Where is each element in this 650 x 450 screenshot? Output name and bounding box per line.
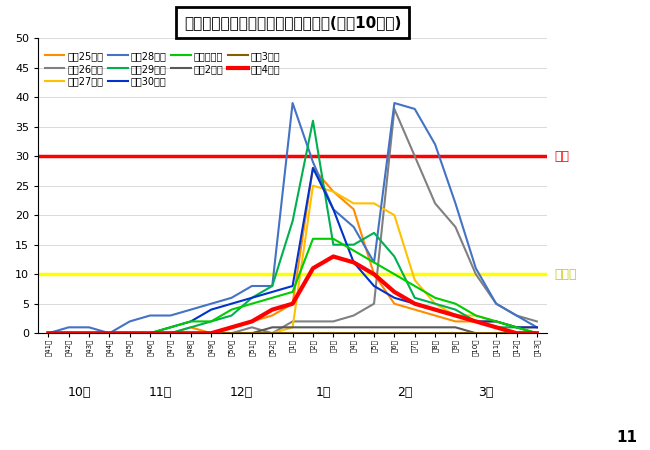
Text: 1月: 1月 bbox=[315, 386, 331, 399]
Title: 市内でのインフルエンザの発生状況(過去10年間): 市内でのインフルエンザの発生状況(過去10年間) bbox=[184, 15, 401, 30]
Text: 11: 11 bbox=[616, 431, 637, 446]
Text: 12月: 12月 bbox=[230, 386, 254, 399]
Legend: 平成25年度, 平成26年度, 平成27年度, 平成28年度, 平成29年度, 平成30年度, 令和元年度, 令和2年度, 令和3年度, 令和4年度: 平成25年度, 平成26年度, 平成27年度, 平成28年度, 平成29年度, … bbox=[43, 49, 282, 89]
Text: 2月: 2月 bbox=[397, 386, 412, 399]
Text: 11月: 11月 bbox=[149, 386, 172, 399]
Text: 10月: 10月 bbox=[67, 386, 90, 399]
Text: 注意報: 注意報 bbox=[554, 268, 577, 281]
Text: 3月: 3月 bbox=[478, 386, 493, 399]
Text: 警報: 警報 bbox=[554, 150, 569, 162]
